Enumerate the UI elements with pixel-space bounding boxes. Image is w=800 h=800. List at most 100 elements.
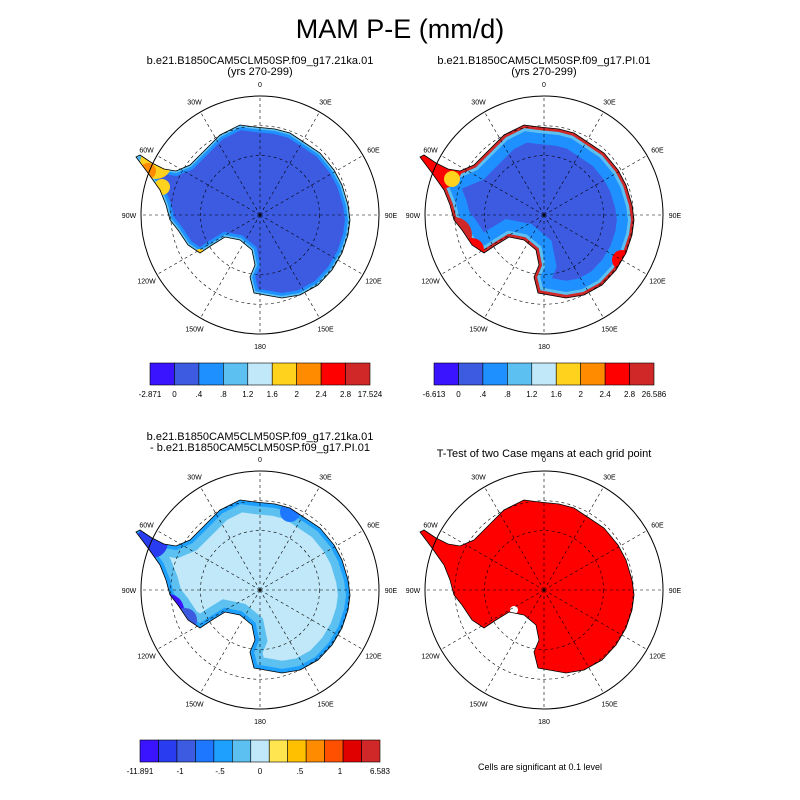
colorbar-swatch [250, 739, 270, 763]
significance-note: Cells are significant at 0.1 level [477, 762, 603, 772]
colorbar-label: 1.2 [242, 390, 254, 399]
colorbar-label: 0 [456, 390, 461, 399]
colorbar-label: -11.891 [127, 767, 154, 776]
coastline [135, 499, 351, 674]
colorbar-swatch [324, 739, 344, 763]
panel-2-title-line2: (yrs 270-299) [511, 66, 577, 78]
panel-2-title-line1: b.e21.B1850CAM5CLM50SP.f09_g17.PI.01 [437, 55, 651, 67]
colorbar-label: .5 [297, 767, 304, 776]
longitude-label: 60W [423, 523, 438, 530]
longitude-label: 120E [649, 654, 666, 661]
longitude-label: 60E [367, 523, 380, 530]
colorbar-label: .8 [504, 390, 511, 399]
colorbar-label: 26.586 [642, 390, 667, 399]
colorbar-swatch [507, 362, 533, 386]
longitude-label: 150E [601, 326, 618, 333]
panel-4-title: T-Test of two Case means at each grid po… [394, 449, 694, 460]
longitude-label: 60E [651, 523, 664, 530]
longitude-label: 30E [319, 100, 332, 107]
map-boundary-circle [140, 470, 380, 710]
map-panel-ttest: 0 30E 60E 90E 120E 150E 180 150W 120W 90W 60W 30W [406, 457, 682, 726]
longitude-label: 150W [185, 326, 204, 333]
graticule [425, 96, 663, 334]
colorbar-swatch [433, 362, 459, 386]
panel-3-title-line1: b.e21.B1850CAM5CLM50SP.f09_g17.21ka.01 [146, 431, 374, 443]
colorbar-difference: -11.891 -1 -.5 0 .5 1 6.583 [127, 739, 391, 776]
colorbar-label: 2.8 [340, 390, 352, 399]
colorbar-swatch [458, 362, 484, 386]
panel-3-title: b.e21.B1850CAM5CLM50SP.f09_g17.21ka.01 -… [110, 432, 410, 454]
longitude-label: 120E [649, 279, 666, 286]
map-panel-pi: 0 30E 60E 90E 120E 150E 180 150W 120W 90W 60W 30W [406, 82, 682, 351]
longitude-label: 30E [319, 475, 332, 482]
longitude-label: 150E [601, 701, 618, 708]
colorbar-label: 1.2 [526, 390, 538, 399]
map-boundary-circle [424, 95, 664, 335]
coastline [419, 124, 635, 299]
graticule [141, 96, 379, 334]
colorbar-swatch [176, 739, 196, 763]
colorbar-label: 6.583 [370, 767, 391, 776]
longitude-label: 120E [365, 279, 382, 286]
longitude-label: 30W [471, 100, 486, 107]
longitude-label: 90E [385, 588, 398, 595]
longitude-label: 150W [469, 701, 488, 708]
longitude-label: 90W [122, 213, 137, 220]
longitude-label: 120E [365, 654, 382, 661]
colorbar-label: 1.6 [267, 390, 279, 399]
longitude-label: 90W [122, 588, 137, 595]
colorbar-swatch [555, 362, 581, 386]
longitude-label: 30E [603, 475, 616, 482]
longitude-label: 0 [258, 457, 262, 464]
longitude-label: 30W [187, 475, 202, 482]
colorbar-label: 1.6 [551, 390, 563, 399]
map-panel-difference: 0 30E 60E 90E 120E 150E 180 150W 120W 90W 60W 30W [122, 457, 398, 726]
colorbar-label: .8 [220, 390, 227, 399]
longitude-label: 30W [187, 100, 202, 107]
longitude-label: 60W [423, 148, 438, 155]
colorbar-swatch [271, 362, 297, 386]
colorbar-label: .4 [480, 390, 487, 399]
colorbar-swatch [580, 362, 606, 386]
longitude-label: 180 [254, 344, 266, 351]
colorbar-swatch [531, 362, 557, 386]
longitude-label: 90W [406, 213, 421, 220]
longitude-label: 60E [651, 148, 664, 155]
longitude-label: 120W [137, 654, 156, 661]
colorbar-label: 1 [338, 767, 343, 776]
colorbar-swatch [195, 739, 215, 763]
colorbar-swatch [604, 362, 630, 386]
panel-2-title: b.e21.B1850CAM5CLM50SP.f09_g17.PI.01 (yr… [394, 56, 694, 78]
longitude-label: 60E [367, 148, 380, 155]
longitude-label: 180 [538, 344, 550, 351]
longitude-label: 150W [185, 701, 204, 708]
colorbar-swatch [361, 739, 381, 763]
longitude-label: 150W [469, 326, 488, 333]
map-panel-21ka: 0 30E 60E 90E 120E 150E 180 150W 120W 90W 60W 30W [122, 82, 398, 351]
colorbar-pi: -6.613 0 .4 .8 1.2 1.6 2 2.4 2.8 26.586 [423, 362, 667, 399]
panel-1-title: b.e21.B1850CAM5CLM50SP.f09_g17.21ka.01 (… [110, 56, 410, 78]
colorbar-swatch [213, 739, 233, 763]
colorbar-swatch [287, 739, 307, 763]
colorbar-label: 0 [172, 390, 177, 399]
colorbar-label: -6.613 [423, 390, 446, 399]
colorbar-label: 2.4 [600, 390, 612, 399]
longitude-label: 90E [385, 213, 398, 220]
colorbar-label: 2.4 [316, 390, 328, 399]
longitude-label: 180 [538, 719, 550, 726]
longitude-label: 90E [669, 213, 682, 220]
longitude-label: 60W [139, 148, 154, 155]
colorbar-swatch [342, 739, 362, 763]
colorbar-label: -1 [176, 767, 184, 776]
colorbar-label: 2.8 [624, 390, 636, 399]
colorbar-swatch [149, 362, 175, 386]
colorbar-label: 2 [578, 390, 583, 399]
panel-3-title-line2: - b.e21.B1850CAM5CLM50SP.f09_g17.PI.01 [150, 442, 370, 454]
colorbar-label: 17.524 [358, 390, 383, 399]
colorbar-label: 0 [258, 767, 263, 776]
colorbar-swatch [296, 362, 322, 386]
longitude-label: 120W [421, 279, 440, 286]
colorbar-swatch [139, 739, 159, 763]
longitude-label: 60W [139, 523, 154, 530]
colorbar-swatch [174, 362, 200, 386]
